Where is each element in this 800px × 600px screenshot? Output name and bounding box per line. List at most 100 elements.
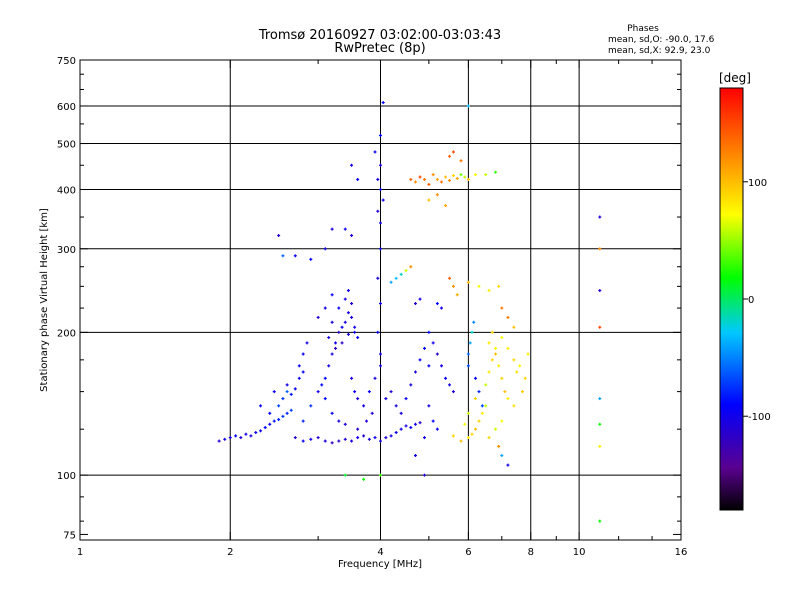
data-point — [477, 284, 481, 288]
data-point — [598, 397, 602, 401]
data-point — [346, 311, 350, 315]
data-point — [427, 404, 431, 408]
data-point — [343, 422, 347, 426]
data-point — [466, 352, 470, 356]
data-point — [459, 159, 463, 163]
data-point — [494, 352, 498, 356]
data-point — [367, 437, 371, 441]
data-point — [234, 434, 238, 438]
data-point — [506, 346, 510, 350]
data-point — [343, 473, 347, 477]
y-tick-label: 200 — [57, 328, 76, 339]
data-point — [487, 436, 491, 440]
x-tick-label: 10 — [573, 547, 586, 558]
data-point — [263, 426, 267, 430]
data-point — [413, 180, 417, 184]
data-point — [422, 436, 426, 440]
data-point — [497, 444, 501, 448]
data-point — [281, 254, 285, 258]
data-point — [350, 439, 354, 443]
data-point — [480, 411, 484, 415]
y-tick-label: 300 — [57, 245, 76, 256]
data-point — [293, 436, 297, 440]
axis-tick-labels: 1 2 4 6 8 10 16 75 100 200 300 400 500 600 750 — [57, 56, 687, 558]
data-point — [340, 325, 344, 329]
data-point — [500, 306, 504, 310]
data-point — [484, 173, 488, 177]
data-point — [281, 414, 285, 418]
data-point — [346, 289, 350, 293]
data-point — [379, 352, 382, 356]
data-point — [356, 177, 360, 181]
data-point — [463, 422, 467, 426]
data-point — [381, 101, 385, 105]
data-point — [448, 154, 452, 158]
data-point — [413, 302, 417, 306]
data-point — [484, 383, 488, 387]
y-tick-label: 75 — [63, 530, 76, 541]
data-point — [330, 352, 334, 356]
data-point — [448, 276, 452, 280]
data-point — [427, 364, 431, 368]
grid-lines — [80, 60, 681, 540]
data-point — [350, 163, 354, 167]
data-point — [289, 408, 293, 412]
data-point — [320, 383, 324, 387]
data-point — [409, 177, 413, 181]
data-point — [297, 376, 301, 380]
data-point — [506, 397, 510, 401]
x-tick-label: 2 — [227, 547, 233, 558]
data-point — [598, 215, 602, 219]
data-point — [451, 390, 455, 394]
data-point — [394, 276, 398, 280]
data-point — [409, 265, 413, 269]
data-point — [444, 175, 448, 179]
data-point — [435, 193, 439, 197]
data-point — [435, 352, 439, 356]
data-point — [459, 173, 463, 177]
data-point — [466, 280, 470, 284]
data-point — [350, 233, 354, 237]
data-point — [379, 221, 382, 225]
data-point — [301, 352, 305, 356]
colorbar-tick-label: -100 — [748, 412, 771, 423]
data-point — [327, 364, 331, 368]
data-point — [598, 247, 602, 251]
data-point — [440, 364, 444, 368]
data-point — [316, 315, 320, 319]
data-point — [494, 170, 498, 174]
x-tick-label: 6 — [465, 547, 471, 558]
data-point — [244, 432, 248, 436]
data-point — [323, 247, 327, 251]
data-point — [497, 284, 501, 288]
data-point — [466, 436, 470, 440]
data-point — [490, 330, 494, 334]
data-point — [455, 293, 459, 297]
data-point — [503, 390, 507, 394]
data-point — [506, 315, 510, 319]
data-point — [389, 280, 393, 284]
data-point — [301, 439, 305, 443]
x-axis-label: Frequency [MHz] — [338, 559, 422, 570]
legend-line-o: mean, sd,O: -90.0, 17.6 — [608, 35, 715, 45]
data-point — [448, 178, 452, 182]
chart-subtitle: RwPretec (8p) — [334, 41, 425, 56]
data-point — [316, 436, 320, 440]
data-point — [494, 427, 498, 431]
data-point — [404, 424, 408, 428]
data-point — [470, 330, 474, 334]
legend-line-x: mean, sd,X: 92.9, 23.0 — [608, 46, 711, 56]
data-point — [254, 431, 258, 435]
data-point — [217, 439, 221, 443]
data-point — [356, 427, 360, 431]
data-point — [418, 358, 422, 362]
data-point — [431, 341, 435, 345]
data-point — [343, 320, 347, 324]
x-tick-label: 1 — [77, 547, 83, 558]
data-point — [399, 427, 403, 431]
data-point — [523, 376, 527, 380]
data-point — [239, 436, 243, 440]
data-point — [285, 390, 289, 394]
data-point — [444, 204, 448, 208]
data-point — [356, 436, 360, 440]
